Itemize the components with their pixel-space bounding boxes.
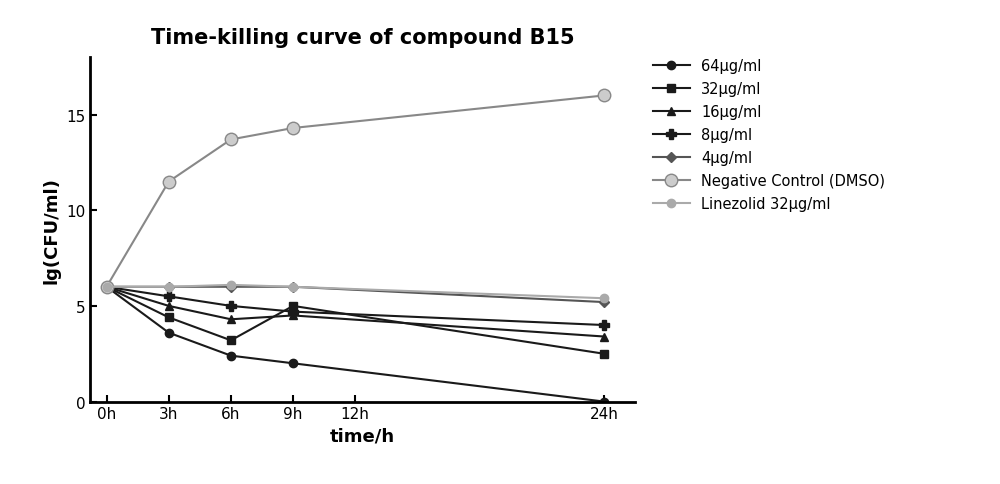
32μg/ml (598, 351, 610, 357)
64μg/ml (225, 353, 237, 359)
Linezolid 32μg/ml (225, 282, 237, 288)
Y-axis label: lg(CFU/ml): lg(CFU/ml) (42, 177, 60, 283)
Linezolid 32μg/ml (287, 284, 299, 290)
Negative Control (DMSO) (101, 284, 113, 290)
Line: 64μg/ml: 64μg/ml (102, 283, 608, 406)
Negative Control (DMSO) (287, 126, 299, 132)
64μg/ml (287, 361, 299, 366)
X-axis label: time/h: time/h (330, 427, 395, 445)
64μg/ml (598, 399, 610, 405)
Negative Control (DMSO) (163, 179, 175, 185)
Legend: 64μg/ml, 32μg/ml, 16μg/ml, 8μg/ml, 4μg/ml, Negative Control (DMSO), Linezolid 32: 64μg/ml, 32μg/ml, 16μg/ml, 8μg/ml, 4μg/m… (653, 59, 885, 212)
32μg/ml (287, 303, 299, 309)
4μg/ml (598, 300, 610, 305)
16μg/ml (101, 284, 113, 290)
16μg/ml (598, 334, 610, 340)
Line: 16μg/ml: 16μg/ml (102, 283, 608, 341)
Linezolid 32μg/ml (598, 296, 610, 302)
32μg/ml (225, 338, 237, 344)
32μg/ml (101, 284, 113, 290)
Line: 4μg/ml: 4μg/ml (103, 284, 607, 306)
8μg/ml (287, 309, 299, 315)
Linezolid 32μg/ml (163, 284, 175, 290)
4μg/ml (225, 284, 237, 290)
8μg/ml (225, 303, 237, 309)
16μg/ml (163, 303, 175, 309)
Line: 8μg/ml: 8μg/ml (102, 282, 609, 330)
8μg/ml (163, 294, 175, 300)
4μg/ml (163, 284, 175, 290)
4μg/ml (101, 284, 113, 290)
4μg/ml (287, 284, 299, 290)
64μg/ml (163, 330, 175, 336)
Line: 32μg/ml: 32μg/ml (102, 283, 608, 358)
16μg/ml (287, 313, 299, 319)
8μg/ml (101, 284, 113, 290)
Linezolid 32μg/ml (101, 284, 113, 290)
8μg/ml (598, 322, 610, 328)
Title: Time-killing curve of compound B15: Time-killing curve of compound B15 (151, 28, 574, 48)
16μg/ml (225, 317, 237, 322)
Line: Linezolid 32μg/ml: Linezolid 32μg/ml (102, 281, 608, 303)
Negative Control (DMSO) (225, 137, 237, 143)
64μg/ml (101, 284, 113, 290)
32μg/ml (163, 315, 175, 320)
Line: Negative Control (DMSO): Negative Control (DMSO) (100, 90, 610, 293)
Negative Control (DMSO) (598, 93, 610, 99)
